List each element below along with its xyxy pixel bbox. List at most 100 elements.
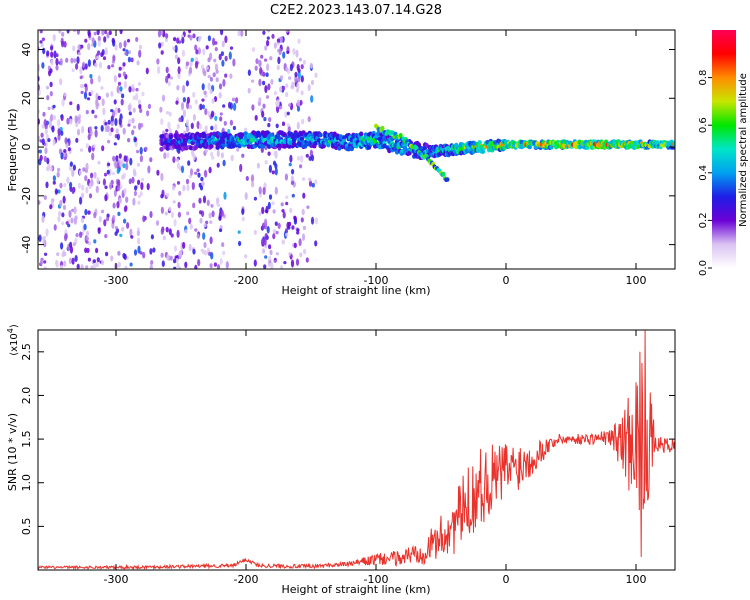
noise-cell [123, 206, 127, 213]
noise-cell [114, 226, 118, 230]
noise-cell [297, 77, 301, 83]
noise-cell [79, 66, 83, 75]
noise-cell [255, 58, 259, 65]
noise-cell [71, 68, 75, 73]
noise-cell [285, 232, 289, 237]
noise-cell [303, 248, 307, 255]
colorbar-tick-label: 0.0 [698, 260, 709, 276]
noise-cell [288, 252, 292, 256]
noise-cell [110, 127, 114, 133]
noise-cell [284, 173, 288, 181]
noise-cell [199, 210, 203, 215]
noise-cell [90, 265, 94, 269]
colorbar-tick-label: 0.4 [698, 165, 709, 181]
noise-cell [302, 192, 306, 199]
noise-cell [86, 97, 91, 101]
noise-cell [122, 127, 126, 135]
noise-cell [284, 111, 288, 118]
noise-cell [211, 98, 215, 104]
noise-cell [163, 152, 167, 160]
noise-cell [140, 182, 144, 191]
noise-cell [57, 133, 61, 141]
noise-cell [114, 107, 118, 116]
noise-cell [290, 259, 295, 268]
noise-cell [268, 259, 272, 264]
noise-cell [194, 264, 198, 269]
snr-series [38, 330, 675, 570]
noise-cell [209, 236, 213, 245]
noise-cell [177, 57, 181, 65]
noise-cell [126, 222, 130, 229]
noise-cell [96, 176, 100, 185]
noise-cell [128, 178, 132, 185]
noise-cell [160, 50, 164, 55]
noise-cell [262, 103, 266, 109]
noise-cell [94, 126, 98, 130]
noise-cell [57, 215, 61, 223]
noise-cell [104, 234, 108, 239]
noise-cell [100, 86, 104, 90]
noise-cell [80, 192, 85, 199]
noise-cell [254, 114, 258, 121]
noise-cell [121, 226, 125, 232]
noise-cell [307, 116, 311, 123]
noise-cell [235, 97, 239, 104]
noise-cell [237, 230, 241, 234]
colorbar-ticks: 0.0 0.2 0.4 0.6 0.8 [698, 70, 712, 276]
noise-cell [94, 129, 98, 138]
noise-cell [69, 186, 73, 191]
noise-cell [194, 171, 198, 175]
noise-cell [134, 185, 138, 191]
noise-cell [71, 169, 75, 177]
noise-cell [48, 121, 53, 129]
noise-cell [289, 154, 293, 163]
noise-cell [185, 61, 189, 66]
noise-cell [69, 118, 73, 125]
noise-cell [285, 66, 289, 72]
noise-cell [195, 49, 199, 55]
noise-cell [241, 208, 245, 216]
noise-cell [88, 193, 93, 199]
noise-cell [308, 177, 312, 182]
noise-cell [77, 52, 81, 56]
noise-cell [229, 73, 233, 79]
noise-cell [173, 258, 177, 264]
noise-cell [137, 245, 141, 254]
noise-cell [119, 160, 123, 168]
noise-cell [238, 240, 242, 247]
noise-cell [71, 187, 75, 195]
noise-cell [147, 165, 151, 174]
noise-cell [93, 31, 97, 36]
signal-cell [672, 140, 675, 146]
noise-cell [188, 174, 192, 179]
noise-cell [197, 47, 201, 55]
noise-cell [251, 47, 256, 52]
noise-cell [171, 185, 176, 191]
noise-cell [223, 120, 227, 126]
noise-cell [194, 61, 199, 69]
noise-cell [75, 137, 79, 143]
noise-cell [138, 122, 142, 131]
noise-cell [79, 75, 83, 80]
noise-cell [42, 111, 46, 117]
noise-cell [173, 37, 177, 42]
noise-cell [93, 262, 97, 269]
noise-cell [132, 197, 136, 206]
noise-cell [144, 146, 148, 151]
noise-cell [124, 265, 128, 269]
noise-cell [286, 111, 290, 116]
noise-cell [74, 215, 78, 220]
noise-cell [75, 63, 79, 70]
noise-cell [165, 128, 169, 133]
noise-cell [63, 149, 67, 153]
noise-cell [262, 187, 266, 195]
noise-cell [190, 57, 194, 62]
noise-cell [87, 30, 91, 36]
noise-cell [263, 264, 267, 269]
noise-cell [90, 172, 94, 179]
noise-cell [107, 139, 111, 144]
noise-cell [233, 102, 237, 111]
y-tick-label: 2.0 [20, 387, 33, 405]
noise-cell [168, 206, 172, 212]
noise-cell [298, 238, 302, 247]
